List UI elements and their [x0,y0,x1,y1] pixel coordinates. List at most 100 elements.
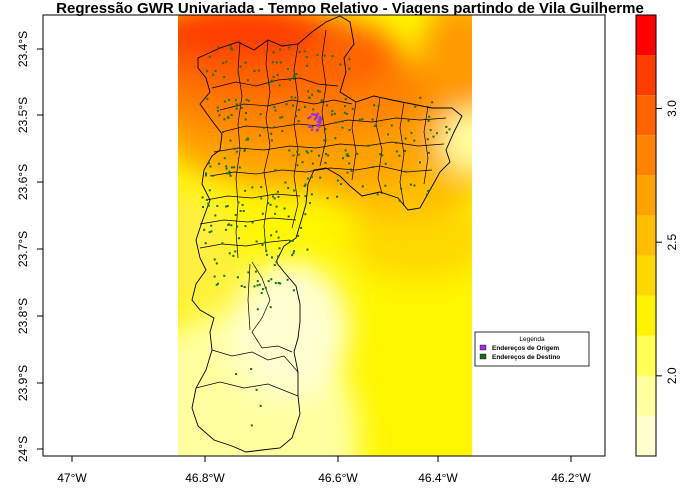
destination-point [230,45,232,47]
destination-point [262,244,264,246]
destination-point [233,166,235,168]
destination-point [272,61,274,63]
destination-point [258,70,260,72]
destination-point [202,196,204,198]
destination-point [331,110,333,112]
origin-point [309,116,311,118]
y-tick-labels: 23.4°S 23.5°S 23.6°S 23.7°S 23.8°S 23.9°… [16,31,30,462]
destination-point [226,168,228,170]
colorbar-tick-label: 2.5 [665,234,679,251]
destination-point [319,177,321,179]
colorbar-tick-label: 3.0 [665,100,679,117]
colorbar [636,15,656,456]
destination-point [405,171,407,173]
y-tick-label: 23.8°S [16,298,30,334]
destination-point [410,184,412,186]
destination-point [227,224,229,226]
destination-point [277,74,279,76]
destination-point [428,152,430,154]
destination-point [325,128,327,130]
destination-point [292,105,294,107]
destination-point [384,185,386,187]
colorbar-class-1 [636,376,656,416]
x-tick-labels: 47°W 46.8°W 46.6°W 46.4°W 46.2°W [57,471,591,485]
destination-point [234,250,236,252]
destination-point [257,284,259,286]
destination-point [210,225,212,227]
destination-point [391,125,393,127]
destination-point [286,103,288,105]
destination-point [229,252,231,254]
x-tick-label: 46.4°W [418,471,458,485]
destination-point [243,150,245,152]
destination-point [216,205,218,207]
destination-point [281,130,283,132]
destination-point [372,119,374,121]
destination-point [270,278,272,280]
x-tick-label: 46.8°W [185,471,225,485]
destination-point [414,106,416,108]
destination-point [237,73,239,75]
destination-point [367,145,369,147]
origin-point [308,126,310,128]
destination-point [323,139,325,141]
destination-point [398,155,400,157]
colorbar-tick-label: 2.0 [665,367,679,384]
origin-point [311,113,313,115]
destination-point [279,49,281,51]
destination-point [221,242,223,244]
destination-point [256,241,258,243]
destination-point [274,197,276,199]
destination-point [400,188,402,190]
destination-point [236,226,238,228]
destination-point [216,262,218,264]
destination-point [241,107,243,109]
destination-point [270,306,272,308]
destination-point [433,136,435,138]
colorbar-class-3 [636,296,656,336]
destination-point [262,213,264,215]
x-tick-label: 46.2°W [551,471,591,485]
destination-point [273,106,275,108]
destination-point [339,64,341,66]
destination-point [297,235,299,237]
destination-point [236,104,238,106]
destination-point [237,201,239,203]
destination-point [225,165,227,167]
destination-point [235,214,237,216]
destination-point [245,112,247,114]
destination-point [312,163,314,165]
legend-title: Legenda [519,336,545,343]
destination-point [327,197,329,199]
y-tick-label: 24°S [16,436,30,462]
destination-point [352,108,354,110]
destination-point [334,137,336,139]
destination-point [212,74,214,76]
destination-point [396,151,398,153]
destination-point [259,135,261,137]
destination-point [325,153,327,155]
destination-point [446,132,448,134]
destination-point [449,128,451,130]
destination-point [287,187,289,189]
destination-point [206,98,208,100]
destination-point [256,389,258,391]
destination-point [279,283,281,285]
destination-point [228,99,230,101]
destination-point [274,264,276,266]
destination-point [304,185,306,187]
destination-point [321,100,323,102]
destination-point [217,107,219,109]
destination-point [296,164,298,166]
destination-point [203,229,205,231]
destination-point [245,62,247,64]
colorbar-ticks: 2.0 2.5 3.0 [656,100,679,384]
destination-point [247,271,249,273]
destination-point [246,99,248,101]
destination-point [227,205,229,207]
destination-point [245,118,247,120]
destination-point [279,84,281,86]
destination-point [214,259,216,261]
destination-point [229,173,231,175]
origin-point [317,121,319,123]
